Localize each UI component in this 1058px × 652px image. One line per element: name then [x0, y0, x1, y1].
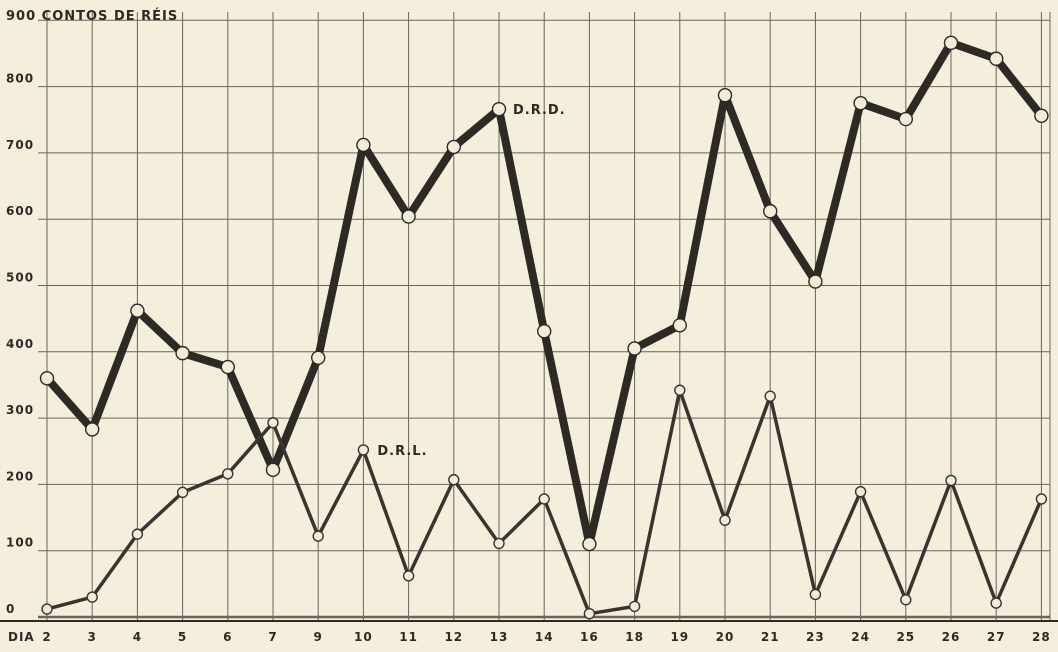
y-tick-label: 400: [6, 337, 34, 351]
data-point: [945, 474, 957, 487]
data-point: [853, 95, 868, 111]
data-point: [1034, 108, 1049, 123]
x-tick-label: 13: [490, 630, 509, 644]
series-label-drl: D.R.L.: [377, 444, 427, 459]
data-point: [86, 591, 98, 603]
data-point: [446, 139, 461, 155]
data-point: [267, 417, 279, 429]
data-point: [900, 594, 912, 606]
x-tick-label: 10: [354, 630, 373, 644]
data-point: [717, 88, 733, 103]
y-tick-label: 600: [6, 204, 34, 218]
data-point: [131, 528, 144, 540]
data-point: [672, 318, 687, 333]
x-tick-label: 28: [1032, 630, 1051, 644]
data-point: [674, 384, 686, 396]
x-axis-label: DIA: [8, 630, 35, 644]
x-tick-label: 12: [444, 630, 463, 644]
data-point: [628, 600, 641, 613]
x-tick-label: 6: [223, 630, 232, 644]
series-markers: [39, 35, 1049, 620]
x-tick-label: 18: [625, 630, 644, 644]
data-point: [809, 588, 822, 601]
data-point: [854, 485, 867, 498]
x-tick-label: 4: [133, 630, 142, 644]
x-tick-label: 14: [535, 630, 554, 644]
data-point: [719, 514, 731, 526]
labels: 900 CONTOS DE RÉIS DIA 0 100 200 300 400 500 6…: [6, 8, 1051, 644]
x-tick-label: 24: [851, 630, 870, 644]
x-tick-label: 25: [896, 630, 915, 644]
x-tick-label: 7: [268, 630, 277, 644]
y-tick-label: 200: [6, 469, 34, 483]
data-point: [175, 345, 190, 361]
data-point: [220, 359, 236, 375]
data-point: [222, 468, 234, 480]
data-point: [265, 462, 281, 478]
x-tick-label: 21: [761, 630, 780, 644]
data-point: [312, 530, 324, 542]
x-tick-label: 3: [88, 630, 97, 644]
data-point: [356, 137, 371, 153]
data-point: [491, 101, 507, 117]
chart-title: 900 CONTOS DE RÉIS: [6, 8, 178, 24]
x-tick-label: 2: [42, 630, 51, 644]
data-point: [764, 390, 776, 402]
y-tick-label: 0: [6, 602, 15, 616]
y-tick-label: 700: [6, 138, 34, 152]
data-point: [39, 371, 55, 386]
data-point: [990, 597, 1002, 609]
x-tick-label: 9: [314, 630, 323, 644]
data-point: [538, 493, 550, 505]
data-point: [84, 422, 100, 437]
data-point: [176, 486, 189, 499]
data-point: [583, 607, 596, 620]
data-point: [537, 324, 552, 339]
x-tick-label: 23: [806, 630, 825, 644]
data-point: [41, 603, 53, 615]
data-point: [808, 274, 823, 289]
x-tick-label: 11: [399, 630, 418, 644]
data-point: [763, 204, 778, 219]
x-tick-label: 19: [670, 630, 689, 644]
data-point: [582, 536, 597, 552]
data-point: [493, 537, 505, 550]
x-tick-label: 5: [178, 630, 187, 644]
data-point: [1035, 493, 1048, 505]
data-point: [402, 570, 415, 582]
data-point: [627, 341, 642, 356]
y-tick-label: 300: [6, 403, 34, 417]
data-point: [311, 350, 326, 365]
series-label-drd: D.R.D.: [513, 103, 566, 118]
y-tick-label: 500: [6, 271, 34, 285]
data-point: [943, 35, 959, 51]
data-point: [401, 209, 416, 224]
data-point: [989, 51, 1004, 66]
data-point: [448, 474, 460, 486]
y-tick-label: 800: [6, 72, 34, 86]
x-tick-label: 26: [942, 630, 961, 644]
data-point: [130, 303, 145, 318]
x-tick-label: 16: [580, 630, 599, 644]
x-tick-label: 20: [716, 630, 735, 644]
data-point: [898, 111, 913, 127]
data-point: [357, 444, 370, 456]
y-tick-label: 100: [6, 536, 34, 550]
x-tick-label: 27: [987, 630, 1006, 644]
